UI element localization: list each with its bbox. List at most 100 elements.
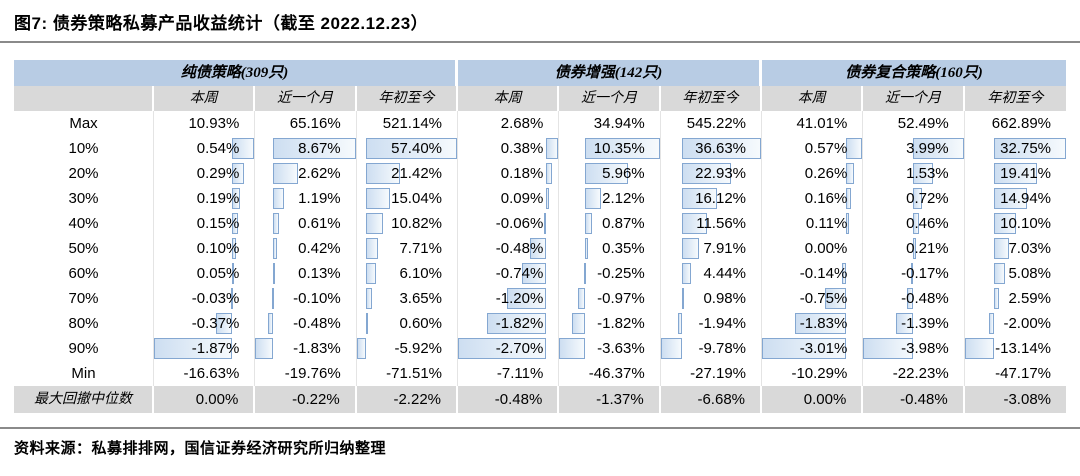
data-bar xyxy=(907,288,914,309)
value-text: -1.94% xyxy=(698,315,746,332)
max-drawdown-median-value: -6.68% xyxy=(660,386,762,413)
value-text: 10.93% xyxy=(188,115,240,132)
value-text: 2.62% xyxy=(298,165,341,182)
max-drawdown-median-value: -3.08% xyxy=(964,386,1066,413)
value-cell: -1.20% xyxy=(458,286,560,311)
value-cell: -19.76% xyxy=(255,361,357,386)
value-cell: -7.11% xyxy=(458,361,560,386)
value-cell: 545.22% xyxy=(660,111,762,136)
value-cell: -13.14% xyxy=(964,336,1066,361)
value-text: -1.82% xyxy=(597,315,645,332)
value-cell: 0.42% xyxy=(255,236,357,261)
data-bar xyxy=(863,338,914,359)
group-header-pure-bond: 纯债策略(309只) xyxy=(14,60,458,86)
value-cell: 3.99% xyxy=(863,136,965,161)
value-cell: -3.98% xyxy=(863,336,965,361)
value-text: -22.23% xyxy=(892,365,949,382)
value-text: -2.00% xyxy=(1003,315,1051,332)
value-text: 1.53% xyxy=(906,165,949,182)
value-text: 662.89% xyxy=(991,115,1051,132)
data-bar xyxy=(660,338,682,359)
value-text: 7.03% xyxy=(1008,240,1051,257)
col-header-month: 近一个月 xyxy=(255,86,357,111)
data-bar xyxy=(846,188,851,209)
value-text: 3.99% xyxy=(906,140,949,157)
col-header-week: 本周 xyxy=(762,86,864,111)
data-bar xyxy=(272,238,277,259)
value-text: 0.38% xyxy=(500,140,544,157)
value-cell: 0.00% xyxy=(762,236,864,261)
value-text: 10.35% xyxy=(593,140,645,157)
data-bar xyxy=(681,213,707,234)
value-cell: -71.51% xyxy=(356,361,458,386)
value-text: 0.29% xyxy=(196,165,240,182)
table-grid: 纯债策略(309只) 债券增强(142只) 债券复合策略(160只) 本周 近一… xyxy=(14,60,1066,413)
data-bar xyxy=(762,338,847,359)
value-text: 0.57% xyxy=(804,140,848,157)
value-text: 4.44% xyxy=(703,265,746,282)
value-cell: -1.94% xyxy=(660,311,762,336)
value-text: 0.98% xyxy=(703,290,746,307)
value-text: 521.14% xyxy=(382,115,442,132)
data-bar xyxy=(366,188,390,209)
data-bar xyxy=(913,188,923,209)
value-cell: -1.83% xyxy=(762,311,864,336)
value-cell: 2.68% xyxy=(458,111,560,136)
row-label: 10% xyxy=(14,136,154,161)
data-bar xyxy=(231,213,239,234)
value-text: 1.19% xyxy=(298,190,341,207)
value-text: 0.19% xyxy=(196,190,240,207)
value-cell: -9.78% xyxy=(660,336,762,361)
value-text: -0.75% xyxy=(799,290,848,307)
value-cell: 10.82% xyxy=(356,211,458,236)
value-cell: -0.75% xyxy=(762,286,864,311)
data-bar xyxy=(216,313,232,334)
value-text: -0.10% xyxy=(293,290,341,307)
data-bar xyxy=(486,313,546,334)
value-text: 6.10% xyxy=(399,265,442,282)
value-text: 0.10% xyxy=(196,240,240,257)
value-cell: 0.19% xyxy=(154,186,256,211)
title-rule xyxy=(0,41,1080,43)
data-bar xyxy=(271,288,274,309)
data-bar xyxy=(585,238,588,259)
value-cell: 0.54% xyxy=(154,136,256,161)
data-bar xyxy=(585,188,601,209)
value-text: 36.63% xyxy=(695,140,746,157)
row-label: 60% xyxy=(14,261,154,286)
value-text: 0.13% xyxy=(298,265,341,282)
value-cell: 0.10% xyxy=(154,236,256,261)
value-cell: 0.15% xyxy=(154,211,256,236)
value-text: -3.98% xyxy=(901,340,949,357)
value-text: 0.60% xyxy=(399,315,442,332)
value-cell: 0.13% xyxy=(255,261,357,286)
data-bar xyxy=(231,188,240,209)
row-label: 70% xyxy=(14,286,154,311)
value-cell: -0.10% xyxy=(255,286,357,311)
data-bar xyxy=(572,313,586,334)
data-bar xyxy=(545,188,549,209)
value-text: 10.82% xyxy=(391,215,442,232)
col-header-month: 近一个月 xyxy=(559,86,661,111)
value-text: 0.61% xyxy=(298,215,341,232)
value-text: -5.92% xyxy=(394,340,442,357)
value-cell: 521.14% xyxy=(356,111,458,136)
value-text: 0.35% xyxy=(602,240,645,257)
row-label: 40% xyxy=(14,211,154,236)
value-text: -1.20% xyxy=(495,290,544,307)
value-text: 0.54% xyxy=(196,140,240,157)
value-cell: 11.56% xyxy=(660,211,762,236)
data-bar xyxy=(989,313,994,334)
value-text: 22.93% xyxy=(695,165,746,182)
data-bar xyxy=(585,163,629,184)
group-header-bond-composite: 债券复合策略(160只) xyxy=(762,60,1066,86)
data-bar xyxy=(681,288,684,309)
value-text: 7.91% xyxy=(703,240,746,257)
value-text: 0.11% xyxy=(805,215,848,232)
data-bar xyxy=(272,138,356,159)
col-header-month: 近一个月 xyxy=(863,86,965,111)
value-cell: 52.49% xyxy=(863,111,965,136)
value-text: -0.37% xyxy=(191,315,240,332)
value-cell: 5.08% xyxy=(964,261,1066,286)
data-bar xyxy=(964,338,994,359)
